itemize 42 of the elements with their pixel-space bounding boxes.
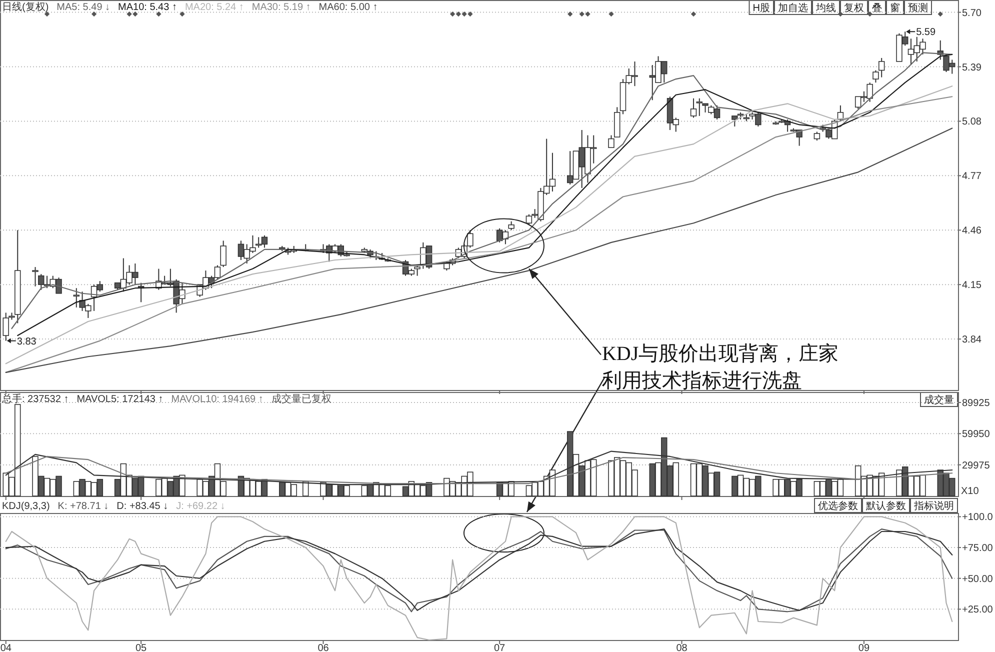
candlestick [73, 288, 80, 308]
annotation: 预测 [908, 2, 928, 14]
y-tick-label: 4.77 [962, 171, 982, 182]
candlestick [690, 98, 697, 118]
header: 总手: 237532 ↑ MAVOL5: 172143 ↑ MAVOL10: 194169 ↑ 成交量已复权 [2, 394, 332, 405]
y-tick-label: 3.84 [962, 334, 982, 346]
x-tick-label: 08 [676, 643, 688, 652]
x-tick-label: 09 [858, 643, 870, 652]
y-tick-label: 5.08 [962, 116, 982, 128]
x-tick-label: 04 [0, 643, 12, 652]
line-series [5, 456, 953, 484]
annotation: 3.83 [16, 336, 37, 348]
line-series [5, 516, 953, 641]
annotation: 复权 [844, 2, 864, 14]
annotation: 均线 [815, 2, 836, 14]
y-tick-label: 4.46 [962, 226, 982, 237]
label: 5.59 [906, 27, 936, 38]
y-tick-label: 59950 [962, 429, 990, 440]
label: 3.83 [6, 336, 36, 348]
y-tick-label: +50.00 [962, 574, 994, 585]
y-tick-label: +100.0 [962, 512, 994, 524]
y-tick-label: 4.15 [962, 280, 982, 292]
candlestick [32, 266, 38, 287]
text: X10 [961, 486, 980, 497]
y-tick-label: 89925 [962, 398, 990, 409]
x-tick-label: 05 [135, 643, 148, 652]
x-tick-label: 06 [318, 643, 330, 652]
y-tick-label: 5.39 [962, 62, 982, 74]
annotation: 加自选 [778, 2, 808, 14]
annotation: H股 [752, 3, 770, 14]
annotation: 5.59 [916, 27, 936, 38]
x-tick-label: 07 [494, 643, 506, 652]
y-tick-label: +25.00 [962, 604, 994, 616]
header: KDJ(9,3,3) K: +78.71 ↓ D: +83.45 ↓ J: +69.22 ↓ [2, 501, 226, 512]
annotation: 叠 [872, 3, 882, 14]
annotation: 窗 [890, 2, 900, 14]
annotation: KDJ与股价出现背离，庄家利用技术指标进行洗盘 [602, 342, 840, 394]
y-tick-label: 5.70 [962, 8, 982, 19]
y-tick-label: +75.00 [962, 543, 994, 554]
buttons: 优选参数 默认参数 指标说明 [814, 498, 958, 513]
y-tick-label: 29975 [962, 460, 990, 472]
header: 日线(复权) MA5: 5.49 ↓ MA10: 5.43 ↑ MA20: 5.24 ↑ MA30: 5.19 ↑ MA60: 5.00 ↑ [2, 2, 378, 13]
